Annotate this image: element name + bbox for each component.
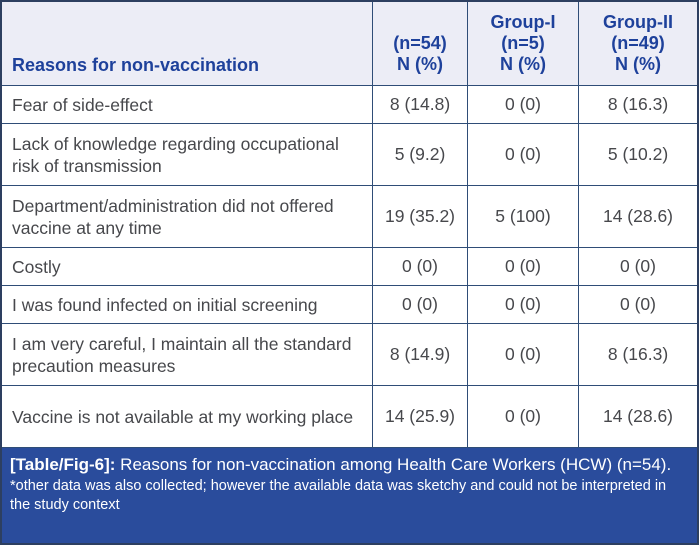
reason-cell: Vaccine is not available at my working p… bbox=[2, 386, 373, 447]
value-cell-group1: 0 (0) bbox=[468, 324, 579, 385]
value-cell-total: 8 (14.9) bbox=[373, 324, 468, 385]
header-col-group1: Group-I (n=5) N (%) bbox=[468, 2, 579, 85]
table-header-row: Reasons for non-vaccination (n=54) N (%)… bbox=[2, 2, 697, 86]
caption-footnote: *other data was also collected; however … bbox=[10, 478, 667, 513]
reason-cell: Lack of knowledge regarding occupational… bbox=[2, 124, 373, 185]
value-cell-total: 5 (9.2) bbox=[373, 124, 468, 185]
value-cell-group1: 0 (0) bbox=[468, 286, 579, 323]
value-cell-group2: 0 (0) bbox=[620, 256, 656, 276]
value-cell-group1: 0 (0) bbox=[468, 124, 579, 185]
table-row: Vaccine is not available at my working p… bbox=[2, 386, 697, 448]
value-cell-group1: 5 (100) bbox=[468, 186, 579, 247]
header-col-total: (n=54) N (%) bbox=[373, 2, 468, 85]
header-group1-name: Group-I bbox=[490, 12, 556, 32]
header-group1-n: (n=5) bbox=[501, 33, 545, 53]
table-row: Fear of side-effect 8 (14.8) 0 (0) 8 (16… bbox=[2, 86, 697, 124]
value-cell-group2: 8 (16.3) bbox=[607, 344, 669, 364]
value-cell-total: 8 (14.8) bbox=[373, 86, 468, 123]
table-row: Costly 0 (0) 0 (0) 0 (0) bbox=[2, 248, 697, 286]
header-group2-name: Group-II bbox=[603, 12, 673, 32]
header-group2-unit: N (%) bbox=[615, 54, 661, 74]
table-row: I was found infected on initial screenin… bbox=[2, 286, 697, 324]
value-cell-total: 19 (35.2) bbox=[373, 186, 468, 247]
value-cell-group1: 0 (0) bbox=[468, 248, 579, 285]
value-cell-group1: 0 (0) bbox=[468, 86, 579, 123]
value-cell-group2: 0 (0) bbox=[620, 294, 656, 314]
value-cell-total: 0 (0) bbox=[373, 286, 468, 323]
header-group1-unit: N (%) bbox=[500, 54, 546, 74]
reason-cell: Fear of side-effect bbox=[2, 86, 373, 123]
figure-caption: [Table/Fig-6]: Reasons for non-vaccinati… bbox=[10, 454, 689, 475]
reason-cell: Department/administration did not offere… bbox=[2, 186, 373, 247]
caption-label: [Table/Fig-6]: bbox=[10, 455, 116, 474]
figure-caption-block: [Table/Fig-6]: Reasons for non-vaccinati… bbox=[2, 448, 697, 543]
caption-text: Reasons for non-vaccination among Health… bbox=[115, 455, 672, 474]
table-row: Lack of knowledge regarding occupational… bbox=[2, 124, 697, 186]
value-cell-total: 14 (25.9) bbox=[373, 386, 468, 447]
value-cell-total: 0 (0) bbox=[373, 248, 468, 285]
value-cell-group1: 0 (0) bbox=[468, 386, 579, 447]
value-cell-group2: 14 (28.6) bbox=[602, 206, 674, 226]
reason-cell: I am very careful, I maintain all the st… bbox=[2, 324, 373, 385]
header-group2-n: (n=49) bbox=[611, 33, 665, 53]
header-reasons-label: Reasons for non-vaccination bbox=[2, 2, 373, 85]
table-row: Department/administration did not offere… bbox=[2, 186, 697, 248]
table-row: I am very careful, I maintain all the st… bbox=[2, 324, 697, 386]
header-total-unit: N (%) bbox=[397, 54, 443, 74]
value-cell-group2: 8 (16.3) bbox=[607, 94, 669, 114]
reason-cell: Costly bbox=[2, 248, 373, 285]
header-col-group2: Group-II (n=49) N (%) bbox=[579, 2, 697, 85]
header-total-n: (n=54) bbox=[393, 33, 447, 53]
reason-cell: I was found infected on initial screenin… bbox=[2, 286, 373, 323]
value-cell-group2: 5 (10.2) bbox=[607, 144, 669, 164]
value-cell-group2: 14 (28.6) bbox=[602, 406, 674, 426]
